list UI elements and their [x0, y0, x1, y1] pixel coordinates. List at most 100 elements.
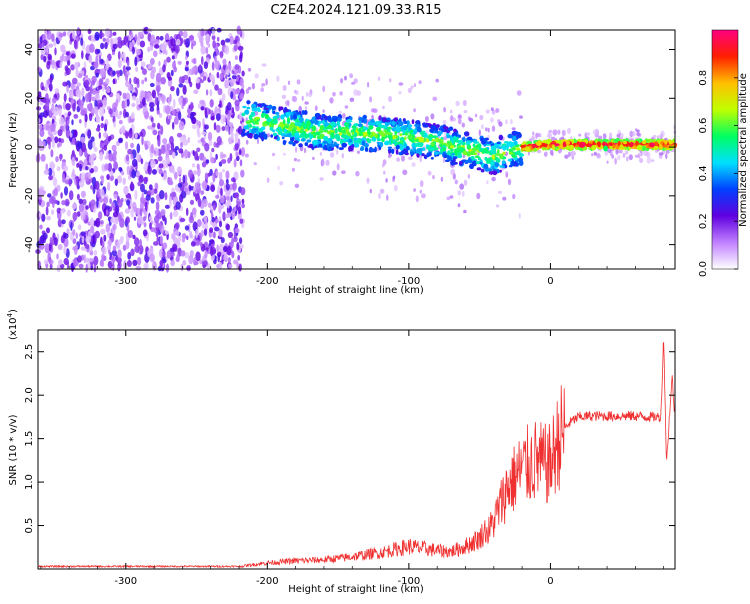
- spectrogram-cell: [234, 142, 239, 151]
- spectrogram-cell: [263, 134, 268, 140]
- spectrogram-cell: [85, 263, 88, 273]
- spectrogram-cell: [68, 90, 74, 99]
- spectrogram-cell: [483, 163, 489, 169]
- spectrogram-cell: [596, 154, 601, 159]
- spectrogram-cell: [87, 140, 93, 150]
- spectrogram-cell: [370, 133, 374, 138]
- spectrogram-cell: [490, 161, 495, 167]
- spectrogram-cell: [423, 154, 428, 160]
- spectrogram-cell: [356, 150, 361, 154]
- spectrogram-cell: [178, 83, 184, 88]
- spectrogram-cell: [315, 131, 321, 136]
- spectrogram-cell: [158, 168, 163, 175]
- spectrogram-cell: [58, 32, 64, 38]
- spectrogram-cell: [63, 246, 67, 255]
- spectrogram-cell: [48, 83, 53, 92]
- spectrogram-cell: [39, 187, 44, 197]
- spectrogram-cell: [45, 125, 49, 131]
- spectrogram-cell: [607, 148, 612, 154]
- spectrogram-cell: [202, 156, 207, 162]
- spectrogram-cell: [619, 144, 624, 150]
- spectrogram-cell: [342, 138, 349, 141]
- spectrogram-cell: [154, 210, 159, 215]
- colorbar-tick-label: 0.0: [698, 261, 709, 277]
- spectrogram-cell: [168, 180, 174, 186]
- spectrogram-cell: [104, 155, 108, 160]
- spectrogram-cell: [221, 93, 226, 101]
- snr-x-axis-label: Height of straight line (km): [288, 584, 424, 595]
- spectrogram-cell: [180, 141, 184, 148]
- spectrogram-cell: [106, 174, 110, 180]
- spectrogram-cell: [172, 151, 176, 159]
- spectrogram-cell: [102, 33, 105, 38]
- spectrogram-cell: [432, 96, 438, 102]
- y-tick-label: 1.0: [24, 474, 35, 490]
- spectrogram-cell: [201, 56, 204, 65]
- x-tick-label: 0: [547, 576, 553, 587]
- spectrogram-cell: [81, 142, 86, 153]
- spectrogram-cell: [85, 166, 89, 171]
- spectrogram-cell: [46, 43, 49, 54]
- spectrogram-cell: [208, 108, 211, 115]
- x-tick-label: -300: [114, 576, 137, 587]
- spectrogram-cell: [193, 57, 197, 65]
- spectrogram-cell: [380, 124, 385, 129]
- spectrogram-cell: [90, 136, 95, 143]
- spectrogram-cell: [461, 191, 465, 197]
- spectrogram-cell: [89, 84, 93, 92]
- spectrogram-cell: [39, 36, 44, 45]
- spectrogram-cell: [327, 124, 333, 129]
- spectrogram-cell: [264, 107, 269, 111]
- spectrogram-cell: [51, 33, 55, 42]
- spectrogram-cell: [334, 127, 338, 134]
- spectrogram-cell: [497, 149, 500, 155]
- spectrogram-cell: [143, 207, 146, 216]
- spectrogram-cell: [570, 150, 575, 157]
- spectrogram-cell: [381, 136, 385, 143]
- spectrogram-cell: [190, 211, 194, 221]
- spectrogram-cell: [56, 166, 61, 172]
- spectrogram-cell: [271, 105, 277, 111]
- spectrogram-cell: [514, 151, 518, 156]
- spectrogram-cell: [231, 106, 234, 114]
- spectrogram-cell: [157, 137, 161, 147]
- spectrogram-cell: [592, 129, 598, 136]
- spectrogram-cell: [134, 56, 138, 67]
- spectrogram-cell: [100, 42, 105, 50]
- spectrogram-cell: [192, 187, 196, 193]
- spectrogram-cell: [489, 140, 492, 144]
- spectrogram-cell: [392, 135, 396, 140]
- spectrogram-cell: [103, 234, 107, 242]
- spectrogram-cell: [236, 242, 240, 251]
- spectrogram-cell: [334, 133, 340, 140]
- spectrogram-cell: [173, 116, 179, 125]
- spectrogram-x-ticks: -300 -200 -100 0: [40, 30, 665, 287]
- spectrogram-cell: [588, 143, 592, 147]
- spectrogram-cell: [447, 150, 451, 155]
- snr-y-multiplier: (x104): [6, 309, 19, 340]
- spectrogram-cell: [536, 149, 542, 154]
- spectrogram-cell: [645, 151, 651, 158]
- spectrogram-cell: [446, 196, 451, 201]
- spectrogram-cell: [200, 190, 205, 196]
- spectrogram-cell: [191, 42, 194, 50]
- spectrogram-cell: [591, 145, 596, 151]
- spectrogram-cell: [294, 89, 297, 94]
- spectrogram-cell: [364, 147, 369, 152]
- spectrogram-cell: [84, 113, 88, 123]
- spectrogram-cell: [73, 257, 78, 268]
- spectrogram-cell: [115, 205, 120, 214]
- spectrogram-cell: [46, 227, 50, 234]
- spectrogram-cell: [391, 148, 395, 155]
- spectrogram-cell: [339, 91, 343, 96]
- spectrogram-cell: [189, 199, 195, 205]
- spectrogram-cell: [182, 260, 187, 266]
- spectrogram-cell: [143, 26, 149, 35]
- spectrogram-cell: [111, 201, 116, 209]
- spectrogram-cell: [51, 104, 55, 114]
- y-tick-label: 1.5: [24, 431, 35, 447]
- spectrogram-cell: [211, 34, 216, 41]
- spectrogram-cell: [452, 157, 456, 163]
- spectrogram-cell: [79, 119, 82, 124]
- spectrogram-cell: [575, 144, 580, 148]
